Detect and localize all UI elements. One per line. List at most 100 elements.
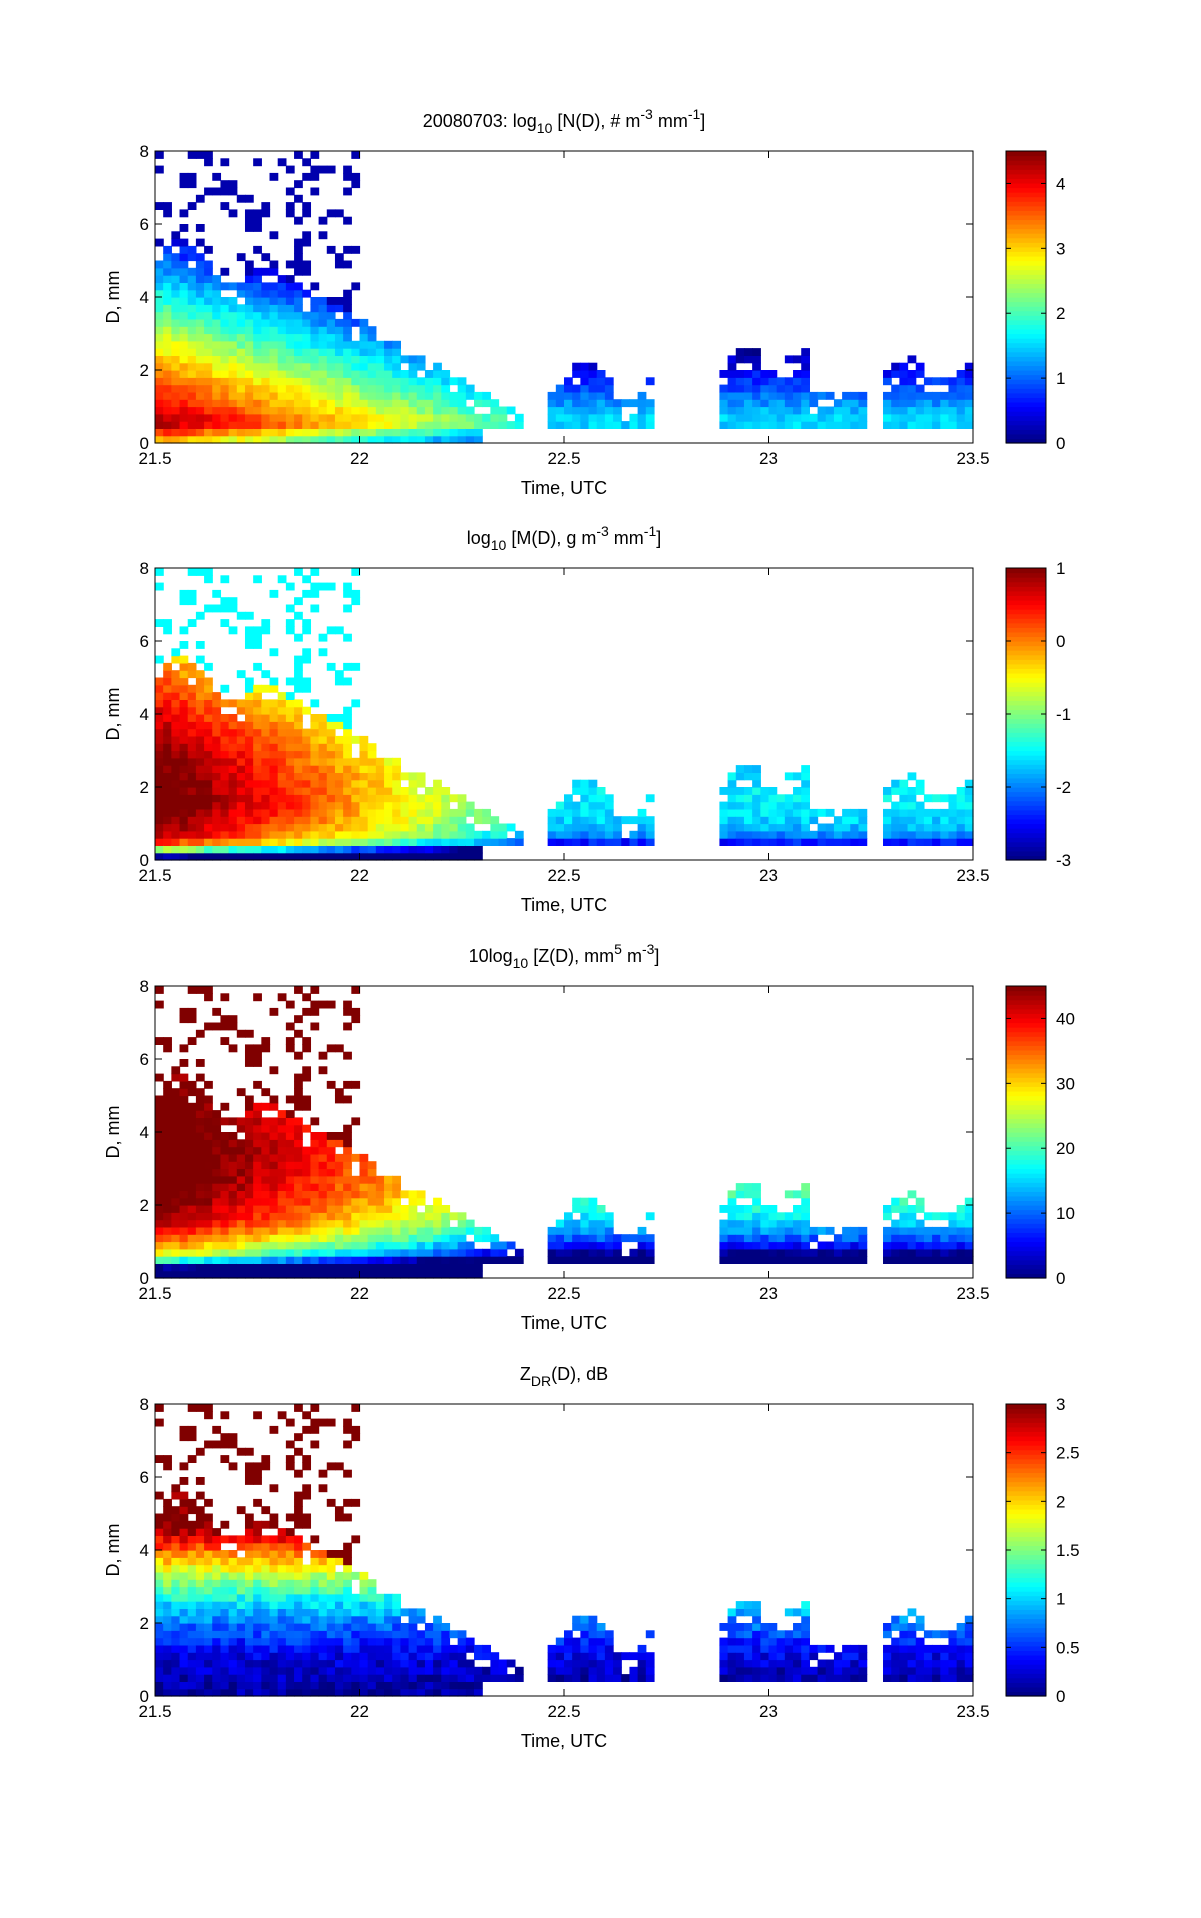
heatmap-cell	[195, 655, 205, 664]
heatmap-cell	[195, 830, 205, 839]
heatmap-cell	[441, 1681, 451, 1690]
heatmap-cell	[351, 340, 361, 349]
heatmap-cell	[244, 311, 254, 320]
heatmap-cell	[433, 1623, 442, 1631]
colorbar-step	[1006, 1113, 1046, 1119]
heatmap-cell	[433, 413, 442, 422]
heatmap-cell	[367, 1637, 377, 1646]
heatmap-cell	[253, 399, 262, 408]
heatmap-cell	[334, 326, 344, 335]
heatmap-cell	[956, 830, 966, 839]
heatmap-cell	[375, 1688, 385, 1697]
heatmap-cell	[285, 619, 295, 627]
heatmap-cell	[343, 1681, 352, 1690]
heatmap-cell	[384, 340, 393, 349]
heatmap-cell	[727, 1248, 737, 1257]
heatmap-cell	[604, 1652, 614, 1661]
heatmap-cell	[351, 1226, 361, 1235]
heatmap-cell	[801, 391, 810, 400]
heatmap-cell	[359, 1630, 369, 1639]
heatmap-cell	[793, 1205, 802, 1213]
heatmap-cell	[416, 1674, 426, 1682]
heatmap-cell	[318, 340, 328, 349]
heatmap-cell	[801, 1226, 810, 1235]
heatmap-cell	[195, 253, 205, 262]
colorbar-step	[1006, 1677, 1046, 1683]
heatmap-cell	[302, 830, 312, 839]
heatmap-cell	[253, 692, 262, 700]
heatmap-cell	[367, 1630, 377, 1639]
colorbar-step	[1006, 242, 1046, 248]
heatmap-cell	[179, 1219, 189, 1228]
heatmap-cell	[155, 1263, 164, 1272]
heatmap-cell	[433, 1659, 442, 1668]
colorbar-step	[1006, 604, 1046, 610]
heatmap-cell	[302, 1491, 312, 1500]
heatmap-cell	[261, 1644, 271, 1653]
heatmap-cell	[155, 326, 164, 335]
heatmap-cell	[212, 355, 222, 364]
heatmap-cell	[424, 406, 434, 415]
heatmap-cell	[474, 1681, 483, 1690]
heatmap-cell	[163, 1586, 172, 1595]
heatmap-cell	[572, 399, 581, 408]
heatmap-cell	[555, 1674, 565, 1682]
heatmap-cell	[285, 1557, 295, 1566]
heatmap-cell	[155, 1190, 164, 1199]
heatmap-cell	[212, 1117, 222, 1126]
heatmap-cell	[547, 808, 557, 817]
heatmap-cell	[261, 348, 271, 356]
heatmap-cell	[277, 355, 287, 364]
heatmap-cell	[801, 1674, 810, 1682]
heatmap-cell	[433, 1688, 442, 1697]
heatmap-cell	[269, 838, 279, 846]
heatmap-cell	[294, 845, 303, 854]
heatmap-cell	[367, 750, 377, 759]
heatmap-cell	[375, 779, 385, 788]
heatmap-cell	[384, 787, 393, 795]
heatmap-cell	[294, 1205, 303, 1213]
heatmap-cell	[244, 362, 254, 371]
heatmap-cell	[155, 1455, 164, 1463]
heatmap-cell	[588, 413, 598, 422]
colorbar-step	[1006, 1618, 1046, 1624]
heatmap-cell	[883, 370, 892, 378]
heatmap-cell	[334, 406, 344, 415]
heatmap-cell	[572, 801, 581, 810]
heatmap-cell	[784, 1241, 794, 1250]
heatmap-cell	[408, 1219, 418, 1228]
heatmap-cell	[858, 823, 868, 832]
heatmap-cell	[801, 421, 810, 429]
heatmap-cell	[637, 406, 647, 415]
heatmap-cell	[228, 1623, 238, 1631]
heatmap-cell	[269, 684, 279, 693]
chart-title: ZDR(D), dB	[520, 1364, 608, 1389]
heatmap-cell	[359, 1153, 369, 1162]
heatmap-cell	[236, 1124, 246, 1133]
heatmap-cell	[547, 1659, 557, 1668]
heatmap-cell	[294, 304, 303, 313]
heatmap-cell	[367, 1183, 377, 1191]
heatmap-cell	[375, 1644, 385, 1653]
heatmap-cell	[285, 1212, 295, 1221]
y-tick-label: 8	[140, 142, 149, 161]
heatmap-cell	[433, 1652, 442, 1661]
heatmap-cell	[588, 1630, 598, 1639]
heatmap-cell	[195, 779, 205, 788]
heatmap-cell	[441, 830, 451, 839]
colorbar-step	[1006, 228, 1046, 234]
heatmap-cell	[302, 801, 312, 810]
heatmap-cell	[261, 406, 271, 415]
heatmap-cell	[351, 1630, 361, 1639]
heatmap-cell	[244, 1139, 254, 1148]
heatmap-cell	[269, 743, 279, 752]
heatmap-cell	[580, 1637, 590, 1646]
heatmap-cell	[244, 721, 254, 730]
heatmap-cell	[179, 1088, 189, 1097]
heatmap-cell	[735, 1219, 745, 1228]
colorbar-step	[1006, 283, 1046, 289]
heatmap-cell	[244, 1190, 254, 1199]
colorbar-step	[1006, 1255, 1046, 1261]
heatmap-cell	[343, 165, 352, 174]
